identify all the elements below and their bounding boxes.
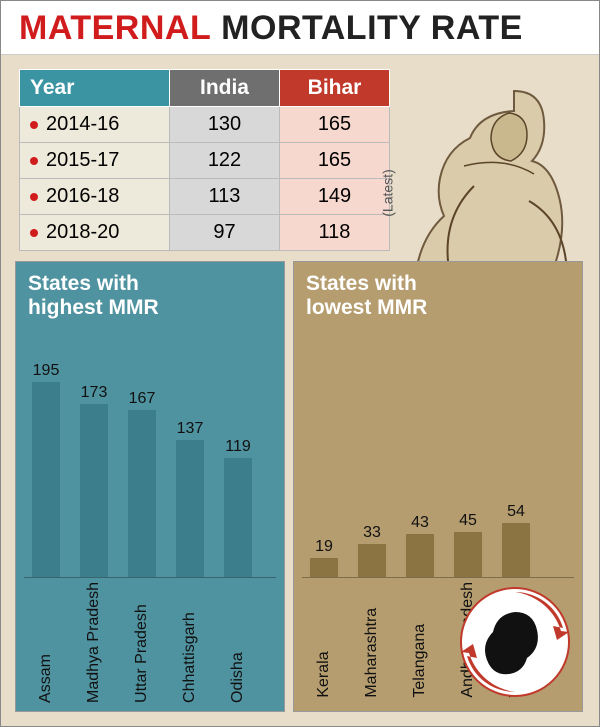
cell-bihar: 165 [280,143,390,179]
bar-value: 137 [177,420,204,438]
bar-label: Telangana [402,582,438,698]
cell-bihar: 149 [280,179,390,215]
bar [358,544,386,577]
col-year: Year [20,70,170,107]
bar-label: Chhattisgarh [172,582,208,703]
title-rest: MORTALITY RATE [211,9,523,47]
bars-low: 19 33 43 45 54 [302,328,574,578]
chart-highest-mmr: States with highest MMR 195173167137119 … [15,261,285,712]
bar-column: 19 [306,538,342,577]
chart-low-title-l2: lowest MMR [306,296,427,319]
col-india: India [170,70,280,107]
bar-label: Kerala [306,582,342,698]
cell-india: 122 [170,143,280,179]
bar [406,534,434,577]
latest-label: (Latest) [379,169,395,216]
bar [310,558,338,577]
cell-bihar: 165 [280,107,390,143]
bar-value: 167 [129,390,156,408]
bullet-icon [30,229,38,237]
main-title: MATERNAL MORTALITY RATE [1,1,599,55]
chart-low-title-l1: States with [306,272,417,295]
cell-india: 97 [170,215,280,251]
mmr-table-wrap: Year India Bihar 2014-161301652015-17122… [19,69,419,251]
bar-label: Assam [28,582,64,703]
bar-label: Odisha [220,582,256,703]
bar-value: 173 [81,384,108,402]
cell-year: 2018-20 [20,215,170,251]
cell-india: 113 [170,179,280,215]
cell-bihar: 118(Latest) [280,215,390,251]
table-row: 2015-17122165 [20,143,390,179]
chart-high-title-l1: States with [28,272,139,295]
mmr-table: Year India Bihar 2014-161301652015-17122… [19,69,390,251]
cell-year: 2016-18 [20,179,170,215]
fetus-cycle-icon [455,582,575,702]
bar-column: 195 [28,362,64,577]
bar-column: 45 [450,512,486,577]
bar-column: 119 [220,438,256,577]
bullet-icon [30,193,38,201]
bar-value: 19 [315,538,333,556]
bar [454,532,482,577]
chart-high-title-l2: highest MMR [28,296,159,319]
chart-low-title: States with lowest MMR [302,272,574,320]
bar-value: 119 [225,438,251,456]
bar [128,410,156,577]
bar-column: 167 [124,390,160,577]
bar-column: 54 [498,503,534,577]
chart-high-title: States with highest MMR [24,272,276,320]
table-header-row: Year India Bihar [20,70,390,107]
table-row: 2014-16130165 [20,107,390,143]
bar [80,404,108,577]
bar [176,440,204,577]
bar-value: 54 [507,503,525,521]
bar-value: 43 [411,514,429,532]
bar-label: Madhya Pradesh [76,582,112,703]
bar-value: 33 [363,524,381,542]
bar [32,382,60,577]
cell-year: 2015-17 [20,143,170,179]
bar-value: 195 [33,362,60,380]
bullet-icon [30,157,38,165]
col-bihar: Bihar [280,70,390,107]
bar [224,458,252,577]
bar-label: Uttar Pradesh [124,582,160,703]
bar [502,523,530,577]
bar-column: 173 [76,384,112,577]
cell-india: 130 [170,107,280,143]
bar-column: 137 [172,420,208,577]
cell-year: 2014-16 [20,107,170,143]
infographic-container: MATERNAL MORTALITY RATE Year India Bihar… [0,0,600,727]
table-row: 2018-2097118(Latest) [20,215,390,251]
bars-high: 195 173 167 137 119 [24,328,276,578]
bar-column: 43 [402,514,438,577]
title-highlight: MATERNAL [19,9,211,47]
bullet-icon [30,121,38,129]
table-row: 2016-18113149 [20,179,390,215]
bar-value: 45 [459,512,477,530]
bar-column: 33 [354,524,390,577]
labels-high: Assam Madhya Pradesh Uttar Pradesh Chhattis… [24,578,276,703]
bar-label: Maharashtra [354,582,390,698]
